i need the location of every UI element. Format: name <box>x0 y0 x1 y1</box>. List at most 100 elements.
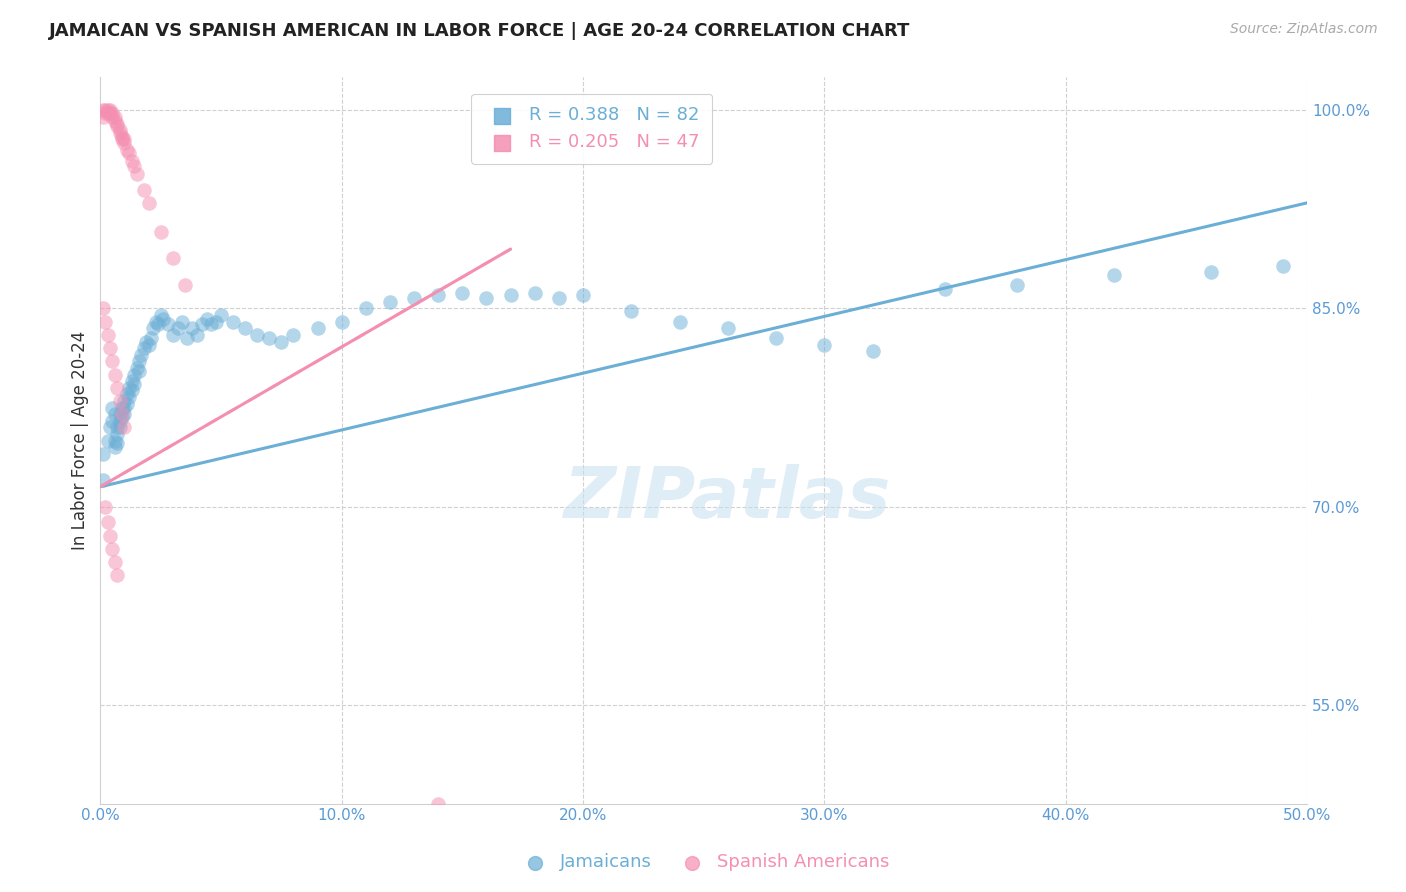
Point <box>94 500 117 514</box>
Point <box>330 315 353 329</box>
Point <box>118 145 141 160</box>
Point <box>105 436 128 450</box>
Point <box>181 321 204 335</box>
Point <box>104 368 127 382</box>
Point <box>94 103 117 118</box>
Point <box>283 327 305 342</box>
Point <box>138 338 160 352</box>
Point <box>307 321 329 335</box>
Point <box>125 360 148 375</box>
Legend: R = 0.388   N = 82, R = 0.205   N = 47: R = 0.388 N = 82, R = 0.205 N = 47 <box>471 94 713 164</box>
Point <box>523 285 546 300</box>
Point <box>98 103 121 118</box>
Point <box>121 384 143 398</box>
Point <box>97 516 120 530</box>
Point <box>1271 259 1294 273</box>
Point <box>104 407 127 421</box>
Point <box>149 308 172 322</box>
Point <box>98 341 121 355</box>
Point <box>246 327 269 342</box>
Point <box>172 315 194 329</box>
Point <box>132 341 155 355</box>
Point <box>1199 264 1222 278</box>
Point <box>427 288 450 302</box>
Legend: Jamaicans, Spanish Americans: Jamaicans, Spanish Americans <box>509 847 897 879</box>
Point <box>108 393 131 408</box>
Point <box>94 106 117 120</box>
Point <box>451 285 474 300</box>
Point <box>108 407 131 421</box>
Point <box>135 334 157 349</box>
Point <box>128 363 150 377</box>
Point <box>233 321 256 335</box>
Point <box>121 153 143 168</box>
Point <box>97 434 120 448</box>
Point <box>862 343 884 358</box>
Point <box>105 117 128 131</box>
Point <box>97 327 120 342</box>
Point <box>765 330 787 344</box>
Point <box>104 440 127 454</box>
Point <box>108 420 131 434</box>
Point <box>104 110 127 124</box>
Point <box>111 409 134 424</box>
Point <box>620 304 643 318</box>
Point <box>572 288 595 302</box>
Point <box>118 381 141 395</box>
Point <box>98 528 121 542</box>
Point <box>122 376 145 391</box>
Point <box>108 414 131 428</box>
Point <box>91 110 114 124</box>
Point <box>668 315 690 329</box>
Point <box>98 106 121 120</box>
Point <box>91 301 114 316</box>
Point <box>115 143 138 157</box>
Point <box>94 315 117 329</box>
Point <box>101 106 124 120</box>
Point <box>142 321 165 335</box>
Point <box>145 315 167 329</box>
Point <box>1007 277 1029 292</box>
Point <box>101 401 124 415</box>
Point <box>162 252 184 266</box>
Point <box>108 123 131 137</box>
Point <box>101 541 124 556</box>
Point <box>114 393 136 408</box>
Point <box>98 420 121 434</box>
Point <box>122 368 145 382</box>
Point <box>378 294 401 309</box>
Point <box>404 291 426 305</box>
Point <box>176 330 198 344</box>
Point <box>190 318 212 332</box>
Point <box>166 321 188 335</box>
Point <box>114 420 136 434</box>
Point <box>548 291 571 305</box>
Point <box>139 330 162 344</box>
Point <box>427 797 450 811</box>
Y-axis label: In Labor Force | Age 20-24: In Labor Force | Age 20-24 <box>72 331 89 550</box>
Point <box>101 110 124 124</box>
Point <box>97 103 120 118</box>
Point <box>105 426 128 441</box>
Point <box>101 414 124 428</box>
Point <box>114 401 136 415</box>
Text: ZIPatlas: ZIPatlas <box>564 464 891 533</box>
Point <box>91 447 114 461</box>
Point <box>131 348 153 362</box>
Point <box>122 159 145 173</box>
Point <box>105 568 128 582</box>
Point <box>1102 268 1125 283</box>
Text: Source: ZipAtlas.com: Source: ZipAtlas.com <box>1230 22 1378 37</box>
Point <box>138 195 160 210</box>
Point <box>111 132 134 146</box>
Point <box>115 387 138 401</box>
Point <box>205 315 228 329</box>
Point <box>152 312 174 326</box>
Point <box>114 136 136 151</box>
Point <box>717 321 740 335</box>
Point <box>813 338 835 352</box>
Point <box>105 381 128 395</box>
Point <box>111 407 134 421</box>
Point <box>111 401 134 415</box>
Point <box>114 132 136 146</box>
